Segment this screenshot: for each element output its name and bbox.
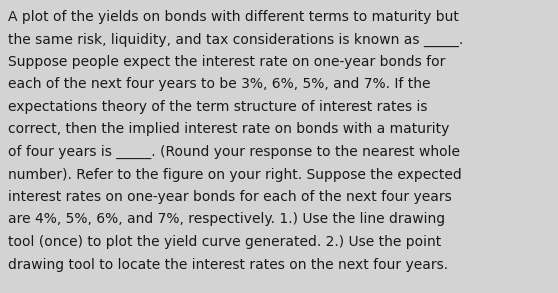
Text: Suppose people expect the interest rate on one-year bonds for: Suppose people expect the interest rate … (8, 55, 445, 69)
Text: correct, then the implied interest rate on bonds with a maturity: correct, then the implied interest rate … (8, 122, 449, 137)
Text: drawing tool to locate the interest rates on the next four years.: drawing tool to locate the interest rate… (8, 258, 448, 272)
Text: expectations theory of the term structure of interest rates is: expectations theory of the term structur… (8, 100, 427, 114)
Text: number). Refer to the figure on your right. Suppose the expected: number). Refer to the figure on your rig… (8, 168, 462, 181)
Text: interest rates on one-year bonds for each of the next four years: interest rates on one-year bonds for eac… (8, 190, 452, 204)
Text: of four years is _____. (Round your response to the nearest whole: of four years is _____. (Round your resp… (8, 145, 460, 159)
Text: tool (once) to plot the yield curve generated. 2.) Use the point: tool (once) to plot the yield curve gene… (8, 235, 441, 249)
Text: the same risk, liquidity, and tax considerations is known as _____.: the same risk, liquidity, and tax consid… (8, 33, 463, 47)
Text: each of the next four years to be 3%, 6%, 5%, and 7%. If the: each of the next four years to be 3%, 6%… (8, 78, 431, 91)
Text: A plot of the yields on bonds with different terms to maturity but: A plot of the yields on bonds with diffe… (8, 10, 459, 24)
Text: are 4%, 5%, 6%, and 7%, respectively. 1.) Use the line drawing: are 4%, 5%, 6%, and 7%, respectively. 1.… (8, 212, 445, 226)
